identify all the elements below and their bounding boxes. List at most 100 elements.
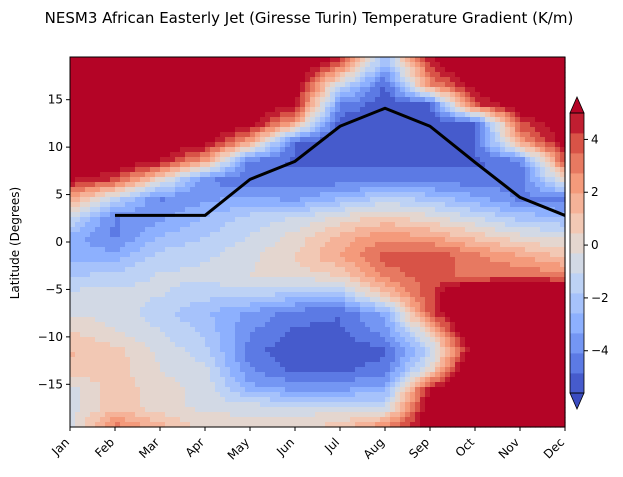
field-cell — [240, 262, 246, 268]
field-cell — [385, 187, 391, 193]
field-cell — [515, 292, 521, 298]
field-cell — [295, 147, 301, 153]
field-cell — [210, 92, 216, 98]
field-cell — [230, 122, 236, 128]
field-cell — [115, 132, 121, 138]
field-cell — [465, 252, 471, 258]
field-cell — [135, 267, 141, 273]
field-cell — [480, 142, 486, 148]
field-cell — [120, 147, 126, 153]
field-cell — [270, 157, 276, 163]
field-cell — [490, 167, 496, 173]
field-cell — [280, 212, 286, 218]
field-cell — [85, 307, 91, 313]
field-cell — [100, 132, 106, 138]
field-cell — [300, 277, 306, 283]
field-cell — [140, 302, 146, 308]
field-cell — [210, 62, 216, 68]
field-cell — [80, 257, 86, 263]
field-cell — [195, 97, 201, 103]
field-cell — [420, 282, 426, 288]
field-cell — [455, 257, 461, 263]
field-cell — [465, 57, 471, 63]
field-cell — [245, 227, 251, 233]
field-cell — [100, 232, 106, 238]
field-cell — [335, 122, 341, 128]
field-cell — [425, 282, 431, 288]
field-cell — [560, 82, 566, 88]
field-cell — [540, 162, 546, 168]
field-cell — [380, 117, 386, 123]
field-cell — [330, 182, 336, 188]
field-cell — [525, 72, 531, 78]
field-cell — [305, 207, 311, 213]
field-cell — [275, 72, 281, 78]
field-cell — [475, 112, 481, 118]
field-cell — [555, 237, 561, 243]
field-cell — [440, 112, 446, 118]
field-cell — [260, 167, 266, 173]
field-cell — [400, 282, 406, 288]
field-cell — [150, 152, 156, 158]
field-cell — [465, 262, 471, 268]
field-cell — [80, 292, 86, 298]
field-cell — [295, 172, 301, 178]
field-cell — [275, 142, 281, 148]
field-cell — [430, 182, 436, 188]
field-cell — [210, 162, 216, 168]
field-cell — [515, 142, 521, 148]
field-cell — [505, 152, 511, 158]
field-cell — [215, 72, 221, 78]
field-cell — [560, 127, 566, 133]
field-cell — [270, 277, 276, 283]
field-cell — [415, 157, 421, 163]
field-cell — [100, 297, 106, 303]
field-cell — [435, 262, 441, 268]
field-cell — [220, 77, 226, 83]
field-cell — [405, 197, 411, 203]
field-cell — [355, 132, 361, 138]
field-cell — [385, 137, 391, 143]
field-cell — [250, 302, 256, 308]
field-cell — [505, 192, 511, 198]
field-cell — [320, 177, 326, 183]
field-cell — [365, 97, 371, 103]
field-cell — [130, 217, 136, 223]
field-cell — [240, 57, 246, 63]
field-cell — [395, 237, 401, 243]
field-cell — [500, 247, 506, 253]
field-cell — [185, 57, 191, 63]
field-cell — [125, 162, 131, 168]
field-cell — [265, 307, 271, 313]
field-cell — [535, 272, 541, 278]
field-cell — [375, 172, 381, 178]
field-cell — [160, 162, 166, 168]
field-cell — [395, 172, 401, 178]
field-cell — [240, 197, 246, 203]
field-cell — [145, 167, 151, 173]
field-cell — [355, 147, 361, 153]
field-cell — [210, 212, 216, 218]
field-cell — [275, 227, 281, 233]
field-cell — [255, 217, 261, 223]
field-cell — [535, 247, 541, 253]
field-cell — [275, 282, 281, 288]
field-cell — [355, 207, 361, 213]
field-cell — [210, 257, 216, 263]
field-cell — [460, 207, 466, 213]
field-cell — [520, 127, 526, 133]
field-cell — [115, 267, 121, 273]
field-cell — [230, 272, 236, 278]
field-cell — [420, 77, 426, 83]
field-cell — [495, 207, 501, 213]
field-cell — [375, 127, 381, 133]
field-cell — [550, 112, 556, 118]
field-cell — [270, 237, 276, 243]
field-cell — [430, 112, 436, 118]
field-cell — [145, 217, 151, 223]
field-cell — [560, 67, 566, 73]
field-cell — [285, 137, 291, 143]
field-cell — [260, 232, 266, 238]
field-cell — [405, 182, 411, 188]
field-cell — [120, 287, 126, 293]
